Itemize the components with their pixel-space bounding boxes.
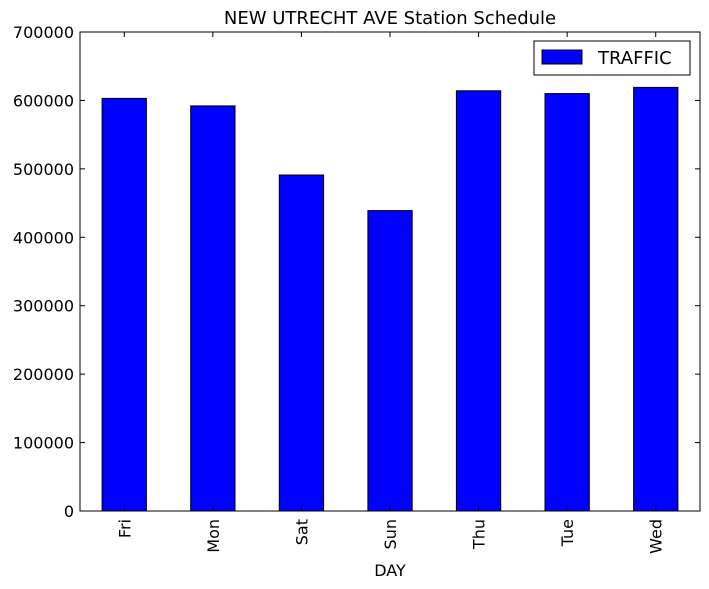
y-tick-label-300000: 300000: [13, 297, 74, 316]
x-axis-label: DAY: [374, 561, 406, 580]
y-tick-label-700000: 700000: [13, 23, 74, 42]
x-axis: Fri Mon Sat Sun Thu Tue Wed: [115, 32, 666, 554]
bar-wed: [633, 86, 679, 512]
y-tick-label-0: 0: [64, 502, 74, 521]
bar-sun: [367, 210, 413, 512]
bar-tue: [544, 93, 590, 512]
x-tick-label-fri: Fri: [115, 519, 134, 538]
bar-fri: [101, 97, 147, 512]
bar-thu: [455, 90, 502, 512]
bar-mon: [190, 105, 236, 512]
x-tick-label-mon: Mon: [204, 519, 223, 553]
x-tick-label-thu: Thu: [470, 519, 489, 550]
y-tick-label-600000: 600000: [13, 91, 74, 110]
bars-group: [101, 86, 679, 512]
y-tick-label-400000: 400000: [13, 228, 74, 247]
x-tick-label-wed: Wed: [647, 519, 666, 554]
y-axis: 0 100000 200000 300000 400000 500000 600000 700…: [13, 23, 700, 521]
chart-title: NEW UTRECHT AVE Station Schedule: [224, 8, 556, 29]
legend-swatch: [541, 49, 583, 65]
x-tick-label-tue: Tue: [558, 519, 577, 547]
x-tick-label-sat: Sat: [292, 519, 311, 545]
y-tick-label-500000: 500000: [13, 160, 74, 179]
legend-label: TRAFFIC: [597, 48, 672, 69]
bar-sat: [278, 174, 325, 512]
y-tick-label-100000: 100000: [13, 434, 74, 453]
plot-frame: [79, 31, 701, 512]
x-tick-label-sun: Sun: [381, 519, 400, 549]
legend: TRAFFIC: [533, 40, 691, 76]
y-tick-label-200000: 200000: [13, 365, 74, 384]
